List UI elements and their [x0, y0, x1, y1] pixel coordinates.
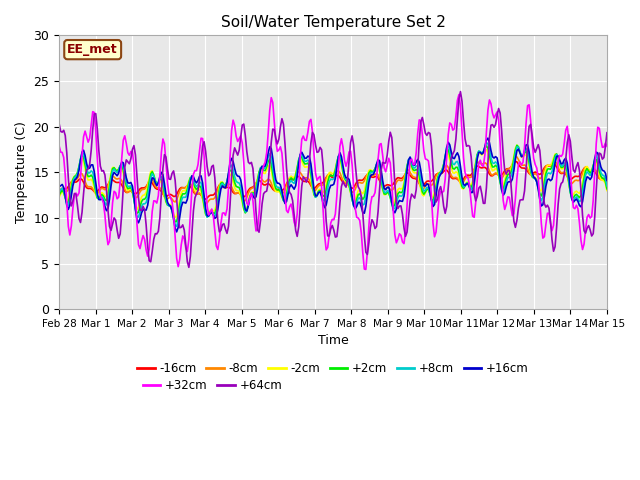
+32cm	[122, 141, 130, 146]
+2cm	[172, 219, 179, 225]
-2cm	[248, 190, 255, 195]
-16cm	[248, 185, 255, 191]
-16cm	[239, 193, 246, 199]
+32cm	[603, 143, 611, 149]
+2cm	[220, 182, 228, 188]
-2cm	[239, 200, 246, 205]
+16cm	[239, 186, 246, 192]
+8cm	[575, 199, 583, 204]
+16cm	[173, 229, 180, 235]
Line: +16cm: +16cm	[59, 138, 607, 232]
+2cm	[122, 182, 130, 188]
+8cm	[483, 140, 490, 146]
Line: -2cm: -2cm	[59, 145, 607, 217]
-8cm	[296, 169, 304, 175]
Title: Soil/Water Temperature Set 2: Soil/Water Temperature Set 2	[221, 15, 445, 30]
Line: -16cm: -16cm	[59, 161, 607, 199]
+8cm	[296, 152, 304, 157]
+16cm	[122, 175, 130, 180]
-2cm	[296, 156, 304, 161]
+16cm	[484, 135, 492, 141]
Line: -8cm: -8cm	[59, 157, 607, 204]
+8cm	[173, 224, 180, 229]
+8cm	[603, 183, 611, 189]
+2cm	[55, 192, 63, 198]
-16cm	[55, 189, 63, 194]
+2cm	[513, 143, 521, 148]
-16cm	[202, 196, 209, 202]
Legend: +32cm, +64cm: +32cm, +64cm	[138, 374, 287, 396]
-16cm	[575, 173, 583, 179]
+64cm	[239, 122, 246, 128]
Line: +8cm: +8cm	[59, 143, 607, 227]
-8cm	[603, 182, 611, 188]
Line: +64cm: +64cm	[59, 92, 607, 267]
-8cm	[575, 178, 583, 183]
+2cm	[296, 153, 304, 159]
Y-axis label: Temperature (C): Temperature (C)	[15, 121, 28, 223]
Line: +2cm: +2cm	[59, 145, 607, 222]
+16cm	[603, 178, 611, 183]
+32cm	[362, 266, 370, 272]
-2cm	[122, 185, 130, 191]
+64cm	[248, 159, 255, 165]
+2cm	[239, 197, 246, 203]
+32cm	[575, 220, 583, 226]
-2cm	[220, 182, 228, 188]
-16cm	[122, 190, 130, 195]
+8cm	[55, 189, 63, 195]
+32cm	[455, 92, 463, 97]
-8cm	[122, 189, 130, 195]
+16cm	[575, 203, 583, 208]
+16cm	[248, 192, 255, 197]
+2cm	[603, 186, 611, 192]
-2cm	[575, 191, 583, 196]
+32cm	[219, 210, 227, 216]
+8cm	[248, 191, 255, 197]
+16cm	[55, 184, 63, 190]
+64cm	[575, 168, 583, 174]
-16cm	[603, 179, 611, 185]
-8cm	[513, 154, 521, 160]
-16cm	[296, 175, 304, 180]
+8cm	[239, 192, 246, 198]
-8cm	[55, 191, 63, 196]
+64cm	[220, 221, 228, 227]
+64cm	[122, 157, 130, 163]
-2cm	[513, 142, 521, 148]
-2cm	[55, 194, 63, 200]
-8cm	[220, 183, 228, 189]
+16cm	[220, 184, 228, 190]
-8cm	[202, 201, 209, 206]
+2cm	[575, 195, 583, 201]
-16cm	[511, 158, 519, 164]
+64cm	[296, 203, 304, 209]
+8cm	[122, 180, 130, 185]
+64cm	[55, 121, 63, 127]
+32cm	[55, 143, 63, 149]
+16cm	[296, 151, 304, 157]
+2cm	[248, 190, 255, 196]
-8cm	[239, 195, 246, 201]
Text: EE_met: EE_met	[67, 43, 118, 56]
+32cm	[237, 133, 244, 139]
+8cm	[220, 182, 228, 188]
+64cm	[603, 130, 611, 135]
+64cm	[456, 89, 464, 95]
+64cm	[185, 264, 193, 270]
-2cm	[603, 188, 611, 193]
+32cm	[295, 184, 303, 190]
+32cm	[246, 195, 253, 201]
-16cm	[220, 185, 228, 191]
Line: +32cm: +32cm	[59, 95, 607, 269]
-2cm	[172, 215, 179, 220]
X-axis label: Time: Time	[317, 335, 348, 348]
-8cm	[248, 186, 255, 192]
